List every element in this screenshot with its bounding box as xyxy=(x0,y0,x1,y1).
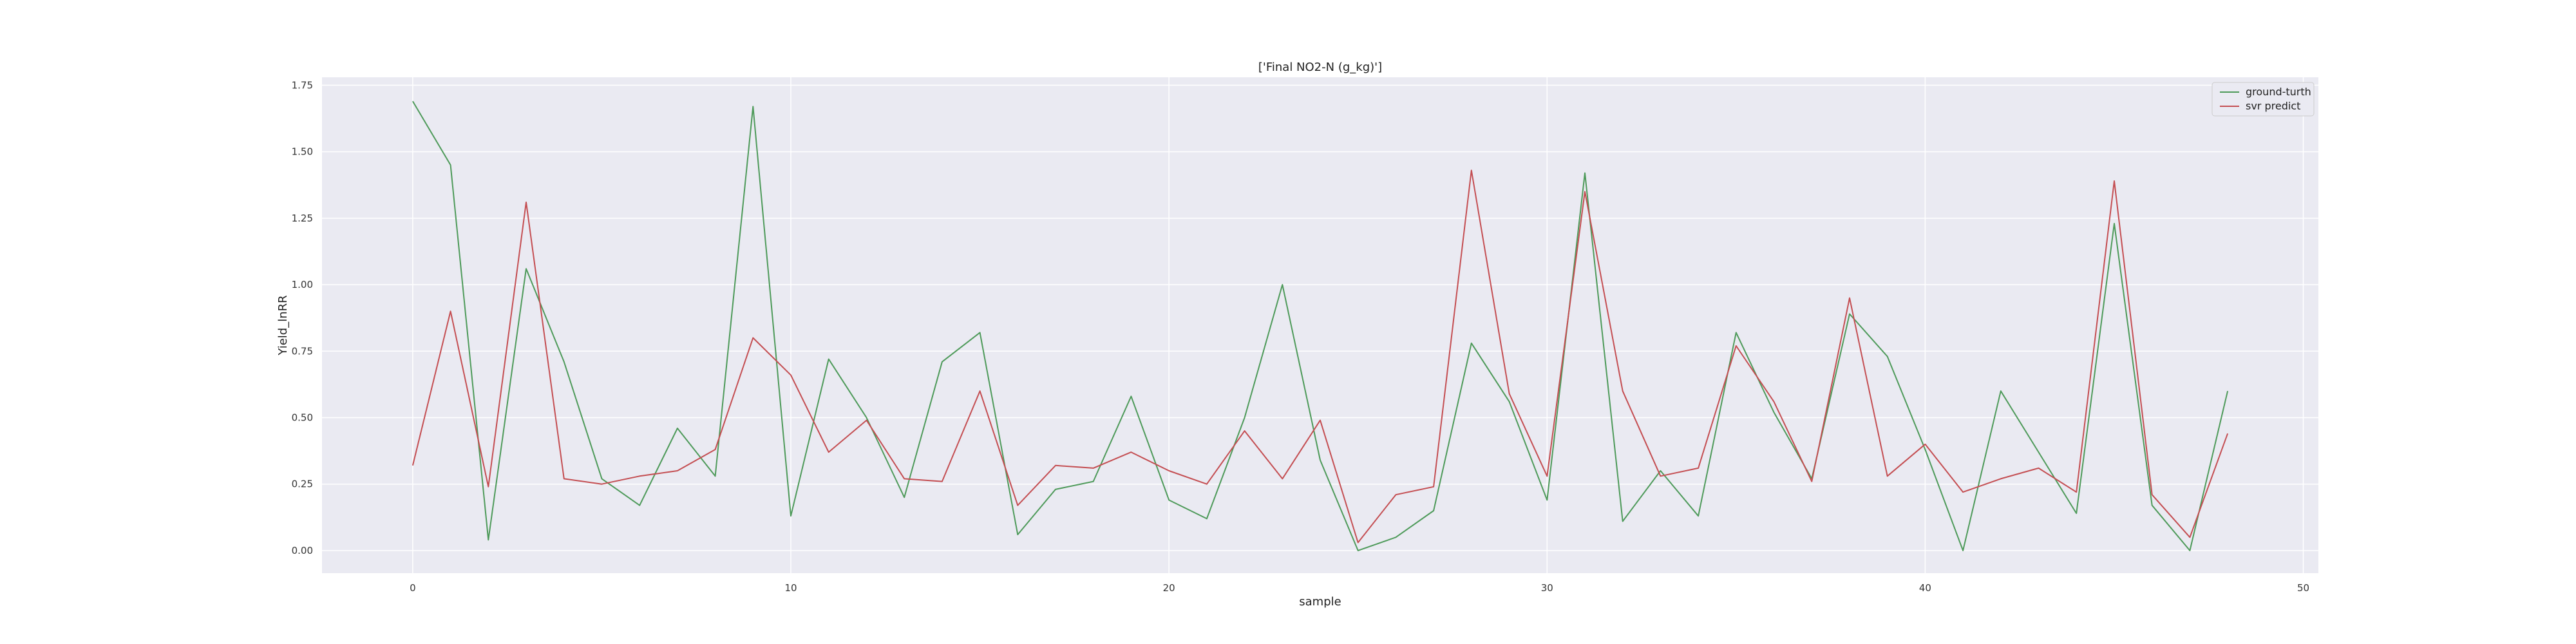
x-gridlines xyxy=(412,77,2304,573)
series-line-ground-turth xyxy=(412,100,2229,551)
y-tick-label: 0.75 xyxy=(292,345,313,357)
x-tick-label: 40 xyxy=(1919,582,1931,594)
series-lines xyxy=(412,100,2229,551)
legend: ground-turth svr predict xyxy=(2211,82,2315,117)
x-axis-label: sample xyxy=(1299,595,1341,609)
x-tick-label: 50 xyxy=(2297,582,2309,594)
x-tick-label: 30 xyxy=(1541,582,1553,594)
y-tick-label: 0.50 xyxy=(292,412,313,423)
x-tick-label: 20 xyxy=(1163,582,1175,594)
y-axis-label: Yield_lnRR xyxy=(276,295,290,355)
legend-box xyxy=(2211,82,2315,117)
y-tick-label: 1.25 xyxy=(292,213,313,224)
y-tick-label: 0.25 xyxy=(292,478,313,490)
plot-background xyxy=(322,77,2318,573)
x-tick-label: 0 xyxy=(410,582,416,594)
x-tick-labels: 0 10 20 30 40 50 xyxy=(410,582,2309,594)
y-tick-labels: 0.00 0.25 0.50 0.75 1.00 1.25 1.50 1.75 xyxy=(292,79,313,556)
x-tick-label: 10 xyxy=(784,582,797,594)
series-line-svr-predict xyxy=(412,169,2229,544)
legend-label-ground-turth: ground-turth xyxy=(2246,86,2311,98)
y-tick-label: 1.00 xyxy=(292,279,313,290)
legend-label-svr-predict: svr predict xyxy=(2246,100,2300,112)
y-gridlines xyxy=(322,84,2318,551)
chart-title: ['Final NO2-N (g_kg)'] xyxy=(1258,61,1382,74)
y-tick-label: 0.00 xyxy=(292,545,313,556)
y-tick-label: 1.50 xyxy=(292,146,313,158)
y-tick-label: 1.75 xyxy=(292,79,313,91)
